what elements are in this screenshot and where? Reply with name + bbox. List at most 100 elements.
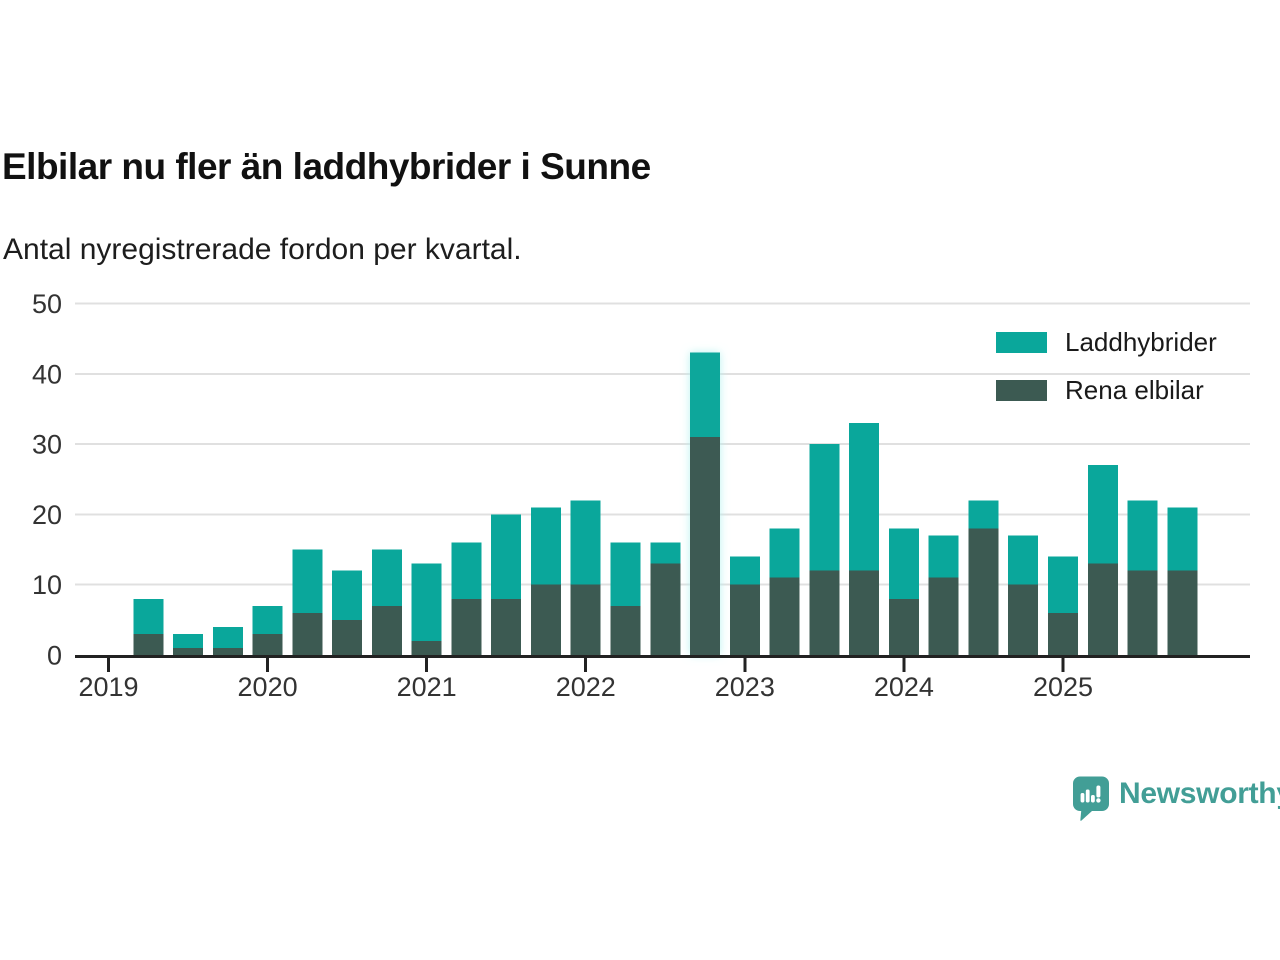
bar-segment-laddhybrider xyxy=(411,563,442,641)
bar-segment-rena-elbilar xyxy=(610,605,641,655)
bar-2022-q4 xyxy=(729,556,760,655)
legend-item-rena-elbilar: Rena elbilar xyxy=(996,375,1217,406)
x-axis-label-2024: 2024 xyxy=(874,672,934,702)
bar-2021-q1 xyxy=(451,542,482,655)
bar-segment-laddhybrider xyxy=(451,542,482,599)
bar-segment-laddhybrider xyxy=(769,528,800,578)
newsworthy-logo: Newsworthy xyxy=(1072,776,1280,822)
bar-segment-rena-elbilar xyxy=(849,570,880,655)
bar-segment-rena-elbilar xyxy=(968,528,999,655)
bar-segment-rena-elbilar xyxy=(371,605,402,655)
bar-segment-rena-elbilar xyxy=(491,598,522,655)
bar-segment-laddhybrider xyxy=(1047,556,1078,613)
bar-segment-rena-elbilar xyxy=(1047,612,1078,655)
legend-swatch-laddhybrider xyxy=(996,332,1047,353)
x-axis-label-2025: 2025 xyxy=(1033,672,1093,702)
bar-2023-q3 xyxy=(849,423,880,655)
bar-2025-q3 xyxy=(1167,507,1198,655)
y-axis-label-50: 50 xyxy=(32,289,62,319)
y-axis-label-0: 0 xyxy=(47,641,62,671)
bar-segment-laddhybrider xyxy=(1008,535,1039,585)
bar-2020-q4 xyxy=(411,563,442,655)
bar-2025-q2 xyxy=(1127,500,1158,655)
bar-segment-laddhybrider xyxy=(570,500,601,585)
bar-segment-rena-elbilar xyxy=(729,584,760,655)
bar-2024-q3 xyxy=(1008,535,1039,655)
bar-segment-laddhybrider xyxy=(729,556,760,585)
y-axis-label-10: 10 xyxy=(32,570,62,600)
bar-segment-laddhybrider xyxy=(332,570,363,620)
bar-segment-laddhybrider xyxy=(292,549,323,613)
bar-2020-q3 xyxy=(371,549,402,655)
bar-segment-rena-elbilar xyxy=(332,619,363,655)
chart-subtitle: Antal nyregistrerade fordon per kvartal. xyxy=(3,233,522,266)
bar-2019-q2 xyxy=(173,633,204,655)
bar-segment-rena-elbilar xyxy=(888,598,919,655)
x-axis-label-2020: 2020 xyxy=(238,672,298,702)
bar-segment-rena-elbilar xyxy=(809,570,840,655)
bar-segment-rena-elbilar xyxy=(1127,570,1158,655)
bar-segment-rena-elbilar xyxy=(411,640,442,655)
bar-segment-rena-elbilar xyxy=(1167,570,1198,655)
bar-segment-laddhybrider xyxy=(690,352,721,438)
legend: Laddhybrider Rena elbilar xyxy=(996,327,1217,423)
bar-segment-rena-elbilar xyxy=(1087,563,1118,655)
bar-2019-q3 xyxy=(212,626,243,655)
bar-segment-laddhybrider xyxy=(1087,465,1118,564)
bar-2019-q1 xyxy=(133,598,164,655)
bar-segment-laddhybrider xyxy=(968,500,999,529)
bar-2020-q1 xyxy=(292,549,323,655)
bar-segment-laddhybrider xyxy=(849,423,880,571)
bar-segment-rena-elbilar xyxy=(570,584,601,655)
bar-segment-laddhybrider xyxy=(491,514,522,599)
x-axis-label-2021: 2021 xyxy=(397,672,457,702)
bar-segment-laddhybrider xyxy=(212,626,243,648)
bar-segment-laddhybrider xyxy=(928,535,959,578)
bar-segment-rena-elbilar xyxy=(173,647,204,655)
bar-segment-laddhybrider xyxy=(1127,500,1158,571)
newsworthy-logo-icon xyxy=(1073,776,1109,821)
bar-segment-laddhybrider xyxy=(650,542,681,564)
bar-segment-laddhybrider xyxy=(252,605,283,634)
bar-segment-laddhybrider xyxy=(133,598,164,634)
bar-segment-rena-elbilar xyxy=(690,437,721,655)
bar-2025-q1 xyxy=(1087,465,1118,655)
bar-segment-rena-elbilar xyxy=(530,584,561,655)
bar-2023-q2 xyxy=(809,444,840,655)
bar-segment-laddhybrider xyxy=(809,444,840,571)
bar-2024-q4 xyxy=(1047,556,1078,655)
bar-segment-laddhybrider xyxy=(371,549,402,606)
bar-2021-q2 xyxy=(491,514,522,655)
bar-segment-laddhybrider xyxy=(610,542,641,606)
legend-label-laddhybrider: Laddhybrider xyxy=(1065,327,1217,357)
bar-2023-q1 xyxy=(769,528,800,655)
legend-swatch-rena-elbilar xyxy=(996,380,1047,401)
chart-title: Elbilar nu fler än laddhybrider i Sunne xyxy=(2,146,651,187)
bar-segment-rena-elbilar xyxy=(133,633,164,655)
x-axis-label-2023: 2023 xyxy=(715,672,775,702)
bar-segment-laddhybrider xyxy=(173,633,204,648)
bar-segment-laddhybrider xyxy=(888,528,919,599)
bar-2019-q4 xyxy=(252,605,283,655)
bar-segment-rena-elbilar xyxy=(292,612,323,655)
bar-2021-q3 xyxy=(530,507,561,655)
bar-segment-rena-elbilar xyxy=(769,577,800,655)
legend-item-laddhybrider: Laddhybrider xyxy=(996,327,1217,358)
bar-2022-q1 xyxy=(610,542,641,655)
y-axis-label-30: 30 xyxy=(32,430,62,460)
bar-2024-q1 xyxy=(928,535,959,655)
bar-2020-q2 xyxy=(332,570,363,655)
bar-segment-rena-elbilar xyxy=(650,563,681,655)
bar-segment-laddhybrider xyxy=(1167,507,1198,571)
bar-segment-laddhybrider xyxy=(530,507,561,585)
bar-segment-rena-elbilar xyxy=(451,598,482,655)
bar-segment-rena-elbilar xyxy=(252,633,283,655)
newsworthy-logo-text: Newsworthy xyxy=(1119,777,1280,810)
x-axis-label-2019: 2019 xyxy=(78,672,138,702)
y-axis-label-20: 20 xyxy=(32,500,62,530)
x-axis-label-2022: 2022 xyxy=(556,672,616,702)
y-axis-label-40: 40 xyxy=(32,359,62,389)
bar-2022-q2 xyxy=(650,542,681,655)
